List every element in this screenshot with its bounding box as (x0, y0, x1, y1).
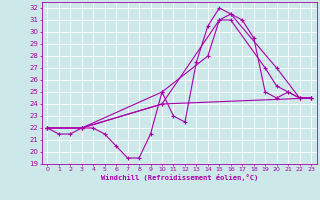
X-axis label: Windchill (Refroidissement éolien,°C): Windchill (Refroidissement éolien,°C) (100, 174, 258, 181)
